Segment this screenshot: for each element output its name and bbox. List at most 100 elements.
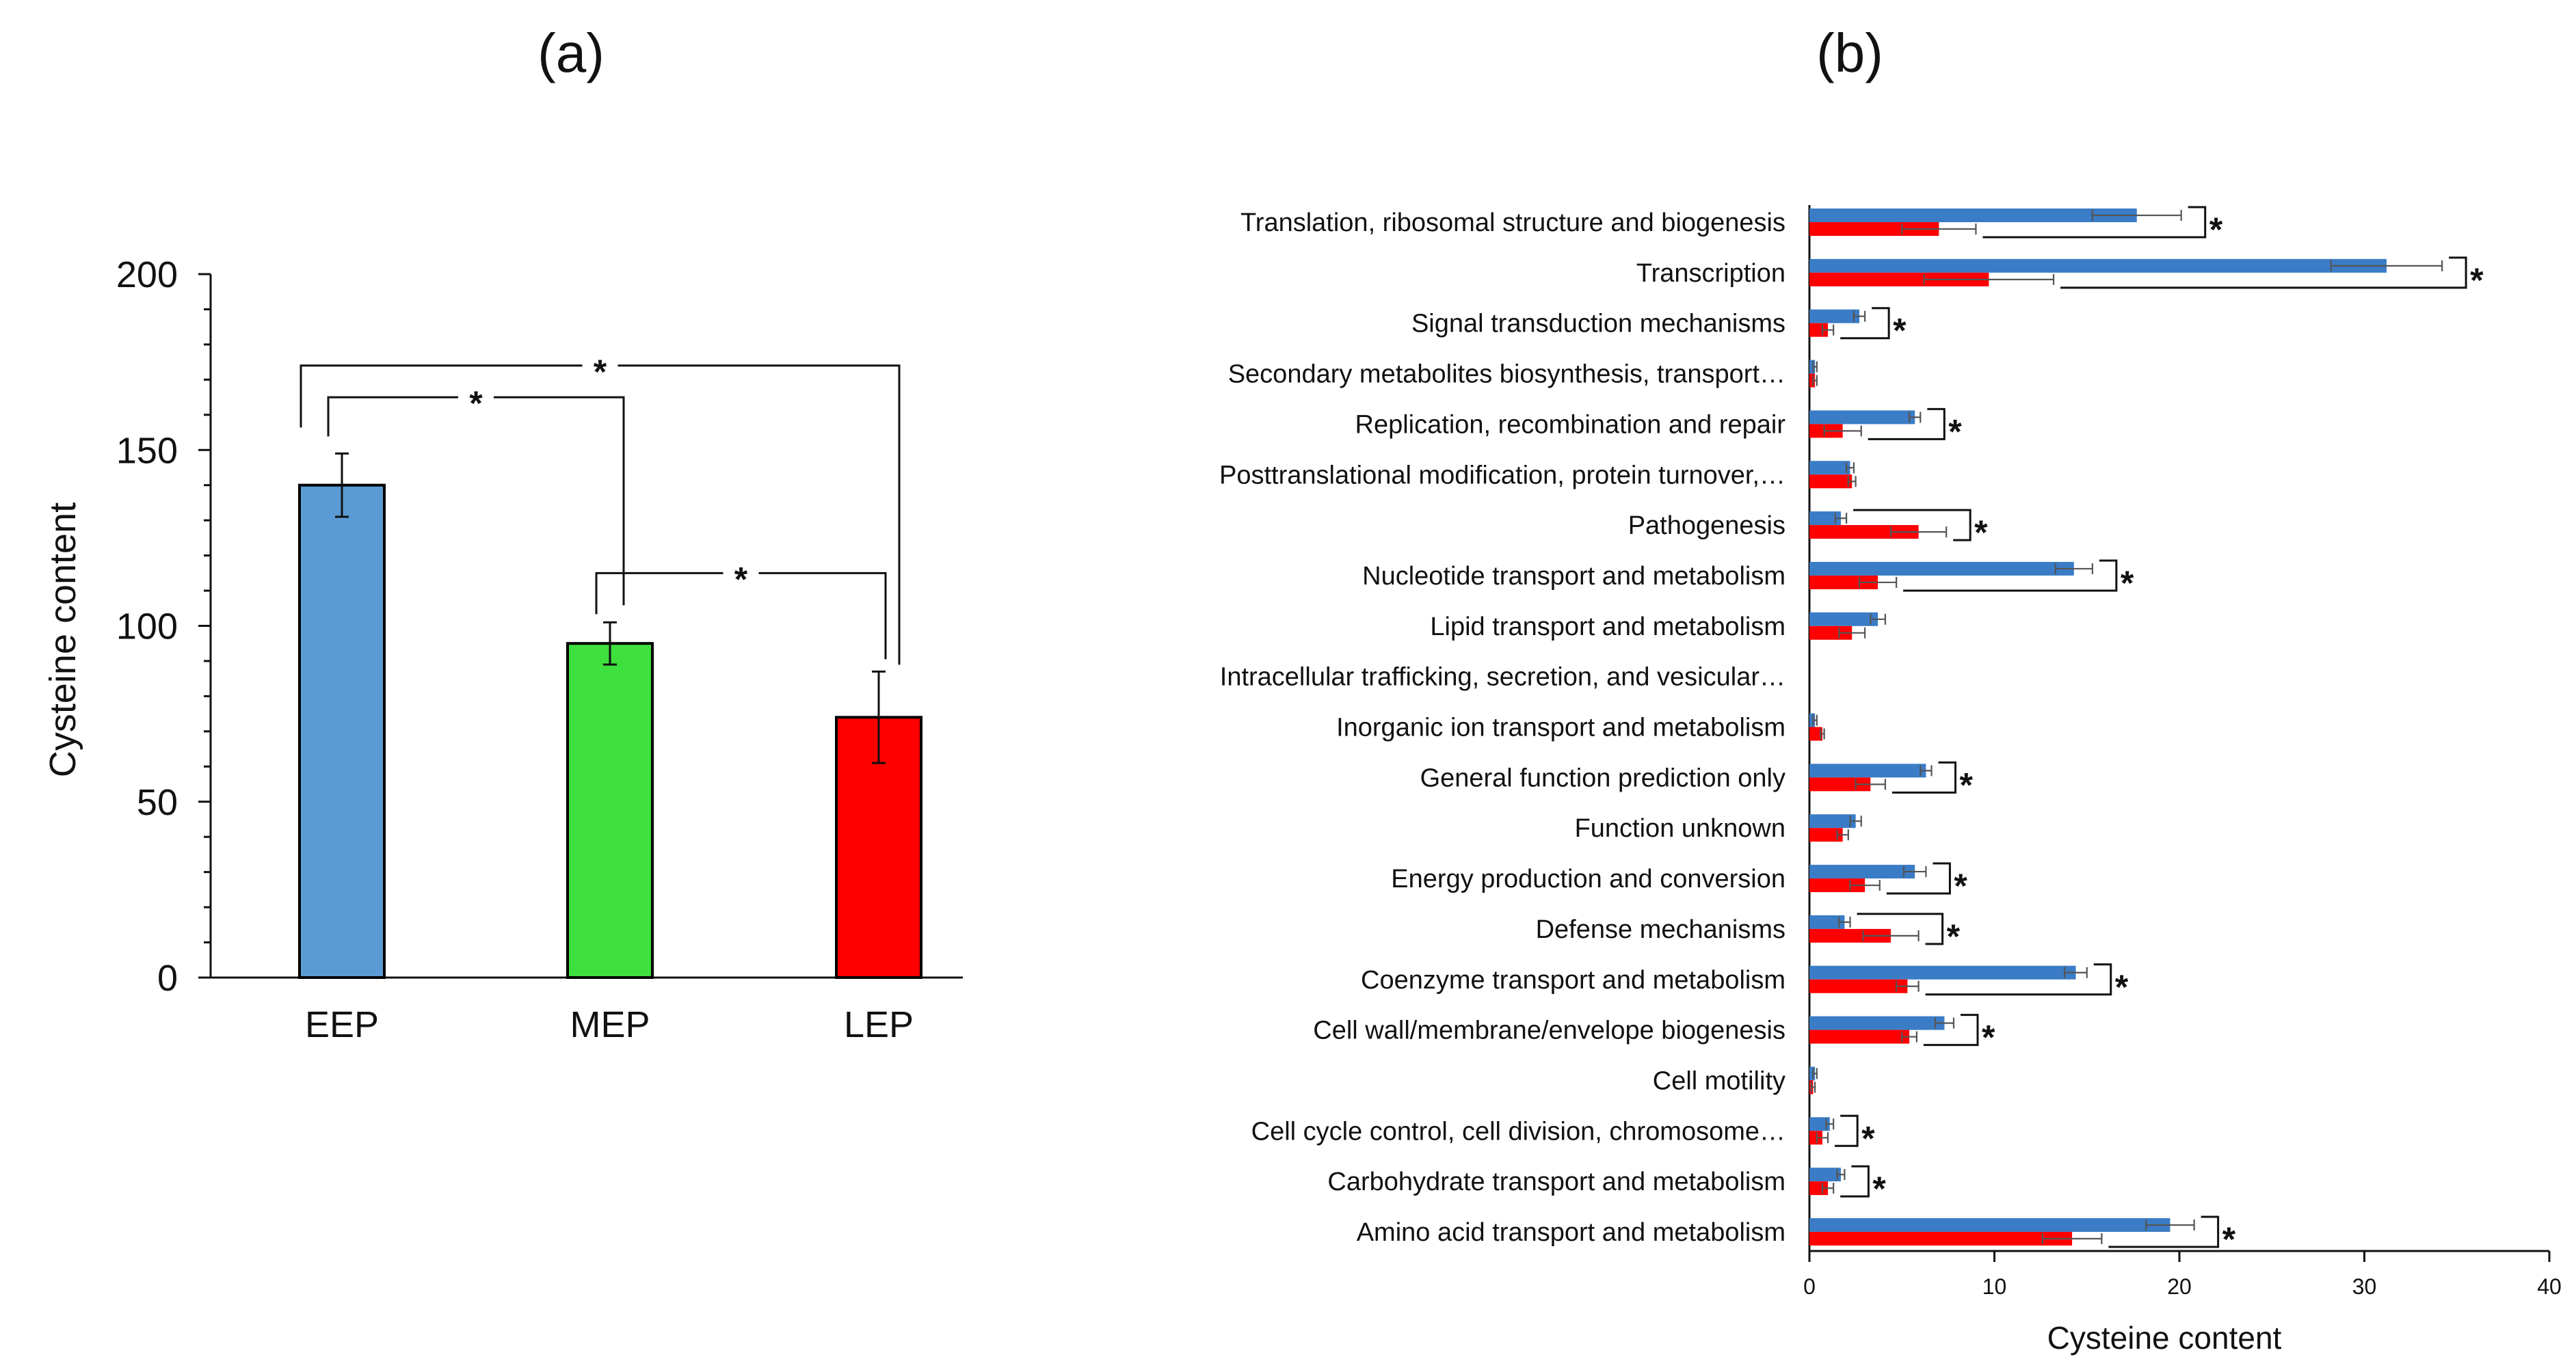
bar-eep-signal-transduction-mechanisms [1809, 309, 1860, 323]
significance-bracket-replication-recombination-and-repair [1868, 407, 1946, 440]
bar-eep-cell-cycle-control-cell-division-chromosome [1809, 1117, 1830, 1131]
bar-lep-signal-transduction-mechanisms [1809, 323, 1829, 337]
bar-eep-lipid-transport-and-metabolism [1809, 612, 1878, 626]
bar-lep-translation-ribosomal-structure-and-biogenesis [1809, 222, 1939, 236]
bar-eep-amino-acid-transport-and-metabolism [1809, 1218, 2170, 1232]
bar-eep [298, 483, 386, 979]
panel-b-x-ticks: 0 10 20 30 40 [1803, 1251, 2562, 1299]
significance-star: * [2115, 968, 2129, 1006]
bar-lep-inorganic-ion-transport-and-metabolism [1809, 727, 1822, 741]
bar-eep-nucleotide-transport-and-metabolism [1809, 561, 2074, 576]
bar-lep-energy-production-and-conversion [1809, 878, 1865, 893]
category-label-carbohydrate-transport-and-metabolism: Carbohydrate transport and metabolism [1327, 1168, 1785, 1196]
bar-eep-cell-wall-membrane-envelope-biogenesis [1809, 1016, 1945, 1030]
bar-lep-nucleotide-transport-and-metabolism [1809, 575, 1878, 589]
x-tick-label: 10 [1982, 1274, 2007, 1299]
category-label-defense-mechanisms: Defense mechanisms [1536, 915, 1785, 944]
significance-bracket-coenzyme-transport-and-metabolism [1925, 963, 2112, 996]
significance-bracket-translation-ribosomal-structure-and-biogenesis [1982, 206, 2207, 239]
panel-b-label: (b) [1816, 23, 1883, 83]
bar-lep-cell-cycle-control-cell-division-chromosome [1809, 1131, 1822, 1145]
panel-a-bar-chart: (a) Cysteine content 0 50 100 150 200 * * * EE… [42, 23, 963, 1045]
category-label-energy-production-and-conversion: Energy production and conversion [1391, 865, 1785, 893]
bar-lep-carbohydrate-transport-and-metabolism [1809, 1181, 1829, 1196]
category-label-translation-ribosomal-structure-and-biogenesis: Translation, ribosomal structure and bio… [1240, 209, 1785, 237]
bar-eep-function-unknown [1809, 814, 1856, 829]
bar-eep-posttranslational-modification-protein-turnover [1809, 461, 1850, 475]
significance-bracket-pathogenesis [1853, 509, 1971, 541]
bar-lep-amino-acid-transport-and-metabolism [1809, 1232, 2073, 1246]
category-label-cell-cycle-control-cell-division-chromosome: Cell cycle control, cell division, chrom… [1251, 1117, 1785, 1146]
significance-star: * [469, 384, 483, 422]
bar-eep-carbohydrate-transport-and-metabolism [1809, 1168, 1841, 1182]
significance-star: * [734, 560, 748, 598]
significance-star: * [1872, 1170, 1886, 1208]
panel-b-bar-chart: (b) Translation, ribosomal structure and… [1219, 23, 2562, 1356]
panel-b-error-bars [1810, 210, 2443, 1244]
x-tick-label: 40 [2537, 1274, 2562, 1299]
bar-eep-general-function-prediction-only [1809, 764, 1926, 778]
significance-bracket-defense-mechanisms [1857, 913, 1944, 945]
bar-eep-pathogenesis [1809, 511, 1841, 526]
y-tick-label: 200 [116, 254, 178, 295]
x-tick-label-eep: EEP [305, 1004, 379, 1045]
bar-eep-secondary-metabolites-biosynthesis-transport [1809, 360, 1816, 374]
category-label-intracellular-trafficking-secretion-and-vesicular: Intracellular trafficking, secretion, an… [1220, 663, 1785, 692]
category-label-nucleotide-transport-and-metabolism: Nucleotide transport and metabolism [1362, 562, 1785, 591]
category-label-amino-acid-transport-and-metabolism: Amino acid transport and metabolism [1357, 1218, 1785, 1247]
category-label-coenzyme-transport-and-metabolism: Coenzyme transport and metabolism [1361, 966, 1785, 995]
significance-bracket-general-function-prediction-only [1891, 761, 1957, 794]
bar-lep-secondary-metabolites-biosynthesis-transport [1809, 373, 1816, 388]
panel-a-y-axis-title: Cysteine content [42, 502, 83, 777]
panel-b-significance-brackets: * * * * * * * * * * * * * * [1835, 206, 2484, 1259]
category-label-posttranslational-modification-protein-turnover: Posttranslational modification, protein … [1219, 461, 1785, 489]
significance-bracket-eep-lep [300, 364, 901, 665]
panel-a-error-bars [335, 452, 886, 764]
category-label-cell-wall-membrane-envelope-biogenesis: Cell wall/membrane/envelope biogenesis [1313, 1017, 1785, 1045]
significance-star: * [2470, 261, 2484, 299]
significance-star: * [1861, 1119, 1875, 1157]
bar-eep-energy-production-and-conversion [1809, 865, 1915, 879]
category-label-secondary-metabolites-biosynthesis-transport: Secondary metabolites biosynthesis, tran… [1228, 360, 1785, 389]
significance-gap [582, 354, 618, 377]
bar-eep-translation-ribosomal-structure-and-biogenesis [1809, 209, 2137, 222]
panel-a-category-labels: EEP MEP LEP [305, 1004, 914, 1045]
significance-bracket-carbohydrate-transport-and-metabolism [1840, 1165, 1870, 1198]
panel-a-label: (a) [537, 23, 605, 83]
significance-star: * [2209, 211, 2223, 249]
category-label-signal-transduction-mechanisms: Signal transduction mechanisms [1411, 310, 1785, 338]
significance-star: * [2121, 564, 2134, 602]
bar-eep-replication-recombination-and-repair [1809, 410, 1915, 425]
x-tick-label: 20 [2167, 1274, 2192, 1299]
bar-eep-transcription [1809, 258, 2387, 273]
bar-mep [566, 642, 654, 979]
significance-bracket-amino-acid-transport-and-metabolism [2108, 1215, 2220, 1248]
panel-b-bars [1809, 209, 2387, 1246]
significance-star: * [1948, 412, 1962, 450]
bar-eep-inorganic-ion-transport-and-metabolism [1809, 713, 1816, 727]
significance-star: * [1960, 766, 1974, 804]
bar-lep-cell-wall-membrane-envelope-biogenesis [1809, 1030, 1910, 1044]
panel-a-y-ticks: 0 50 100 150 200 [116, 254, 211, 999]
significance-star: * [1982, 1019, 1995, 1057]
y-tick-label: 0 [157, 958, 178, 999]
category-label-function-unknown: Function unknown [1575, 814, 1785, 843]
y-tick-label: 150 [116, 430, 178, 471]
significance-star: * [2222, 1220, 2236, 1259]
panel-a-bars [298, 483, 922, 980]
panel-a-significance-brackets: * * * [300, 353, 901, 665]
x-tick-label: 0 [1803, 1274, 1816, 1299]
x-tick-label: 30 [2352, 1274, 2377, 1299]
y-tick-label: 50 [137, 782, 178, 823]
bar-eep-defense-mechanisms [1809, 915, 1845, 929]
category-label-replication-recombination-and-repair: Replication, recombination and repair [1355, 410, 1786, 439]
significance-star: * [1893, 312, 1907, 350]
significance-gap [723, 562, 759, 584]
panel-b-x-axis-title: Cysteine content [2047, 1320, 2282, 1356]
x-tick-label-mep: MEP [570, 1004, 650, 1045]
bar-lep-defense-mechanisms [1809, 928, 1891, 943]
significance-bracket-cell-wall-membrane-envelope-biogenesis [1923, 1014, 1979, 1047]
category-label-inorganic-ion-transport-and-metabolism: Inorganic ion transport and metabolism [1336, 714, 1785, 742]
panel-b-category-labels: Translation, ribosomal structure and bio… [1219, 209, 1785, 1247]
